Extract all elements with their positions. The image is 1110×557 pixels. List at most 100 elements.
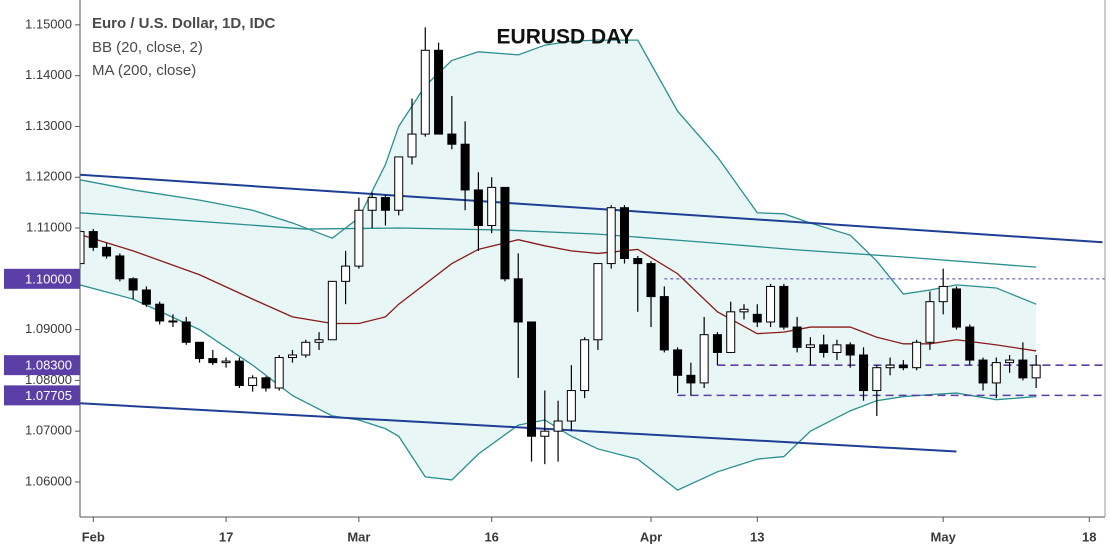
candle-body bbox=[407, 133, 417, 158]
candle-body bbox=[234, 360, 244, 386]
candle-body bbox=[739, 308, 749, 313]
price-badge bbox=[4, 385, 80, 406]
candle-body bbox=[912, 341, 922, 369]
candle-body bbox=[314, 339, 324, 343]
candle-body bbox=[1031, 364, 1041, 379]
candle-body bbox=[951, 288, 961, 328]
candle-body bbox=[965, 326, 975, 361]
x-tick-label: 13 bbox=[750, 529, 764, 544]
candle-body bbox=[659, 296, 669, 351]
indicator-line bbox=[80, 212, 1037, 268]
candle-body bbox=[819, 344, 829, 353]
candle-body bbox=[128, 278, 138, 291]
candle-body bbox=[527, 321, 537, 437]
indicator-line bbox=[80, 39, 1037, 305]
candle-body bbox=[978, 359, 988, 384]
y-tick-label: 1.13000 bbox=[25, 118, 72, 133]
candle-body bbox=[261, 377, 271, 389]
candle-body bbox=[380, 197, 390, 211]
candle-body bbox=[898, 364, 908, 369]
x-tick-label: Mar bbox=[347, 529, 370, 544]
chart-title: EURUSD DAY bbox=[497, 26, 634, 49]
candle-body bbox=[394, 156, 404, 211]
candle-body bbox=[460, 143, 470, 191]
candle-body bbox=[553, 420, 563, 432]
candle-body bbox=[327, 280, 337, 341]
x-tick-label: May bbox=[931, 529, 957, 544]
trendline bbox=[80, 402, 957, 453]
candle-body bbox=[580, 339, 590, 392]
x-tick-label: 16 bbox=[484, 529, 498, 544]
candle-body bbox=[420, 49, 430, 135]
candle-body bbox=[805, 344, 815, 348]
candle-body bbox=[513, 278, 523, 323]
y-tick-label: 1.07000 bbox=[25, 423, 72, 438]
candle-body bbox=[434, 49, 444, 135]
candle-body bbox=[832, 344, 842, 353]
candle-body bbox=[686, 374, 696, 384]
price-badge-label: 1.10000 bbox=[25, 271, 72, 286]
indicator-line bbox=[80, 284, 1037, 491]
candle-body bbox=[633, 258, 643, 265]
candle-body bbox=[938, 285, 948, 303]
candle-body bbox=[287, 354, 297, 359]
candle-body bbox=[673, 349, 683, 376]
candle-body bbox=[712, 334, 722, 353]
candle-body bbox=[141, 289, 151, 305]
candle-body bbox=[845, 344, 855, 356]
candle-body bbox=[487, 186, 497, 226]
price-badge-label: 1.08300 bbox=[25, 358, 72, 373]
candle-body bbox=[766, 285, 776, 323]
candle-body bbox=[155, 303, 165, 322]
candle-body bbox=[301, 341, 311, 356]
bollinger-band-fill bbox=[80, 40, 1037, 491]
candle-body bbox=[726, 311, 736, 353]
candle-body bbox=[779, 285, 789, 328]
candle-body bbox=[274, 357, 284, 389]
plot-area bbox=[80, 27, 1105, 491]
candle-body bbox=[593, 263, 603, 341]
y-tick-label: 1.14000 bbox=[25, 67, 72, 82]
candle-body bbox=[872, 367, 882, 392]
candle-body bbox=[248, 377, 258, 386]
axes: 1.06000 1.07000 1.08000 1.09000 1.10000 1.110… bbox=[4, 16, 1097, 544]
y-tick-label: 1.06000 bbox=[25, 473, 72, 488]
indicator-line bbox=[80, 234, 1037, 352]
x-tick-label: 18 bbox=[1082, 529, 1096, 544]
candle-body bbox=[566, 390, 576, 422]
candle-body bbox=[168, 320, 178, 323]
candle-body bbox=[646, 263, 656, 298]
candle-body bbox=[619, 207, 629, 259]
price-badge-label: 1.07705 bbox=[25, 388, 72, 403]
candle-body bbox=[752, 313, 762, 323]
y-tick-label: 1.09000 bbox=[25, 321, 72, 336]
candle-body bbox=[447, 133, 457, 145]
candle-body bbox=[540, 430, 550, 437]
candle-body bbox=[1005, 359, 1015, 364]
candle-body bbox=[221, 360, 231, 364]
candle-body bbox=[606, 207, 616, 265]
candle-body bbox=[88, 231, 98, 248]
candle-body bbox=[208, 358, 218, 364]
candle-body bbox=[859, 354, 869, 392]
x-tick-label: Apr bbox=[640, 529, 662, 544]
candle-body bbox=[341, 265, 351, 282]
candle-body bbox=[699, 334, 709, 384]
x-tick-label: 17 bbox=[219, 529, 233, 544]
candle-body bbox=[115, 255, 125, 280]
candle-body bbox=[473, 189, 483, 226]
candle-body bbox=[925, 301, 935, 343]
candle-body bbox=[102, 246, 112, 257]
y-tick-label: 1.15000 bbox=[25, 16, 72, 31]
candle-body bbox=[500, 186, 510, 280]
legend-entry: Euro / U.S. Dollar, 1D, IDC bbox=[92, 15, 276, 32]
price-badge bbox=[4, 268, 80, 289]
y-tick-label: 1.08000 bbox=[25, 372, 72, 387]
candle-body bbox=[885, 364, 895, 369]
candle-body bbox=[195, 341, 205, 360]
price-badge bbox=[4, 355, 80, 376]
y-tick-label: 1.11000 bbox=[26, 219, 72, 234]
trendline bbox=[80, 173, 1103, 244]
candle-body bbox=[1018, 359, 1028, 379]
candle-body bbox=[80, 231, 85, 265]
